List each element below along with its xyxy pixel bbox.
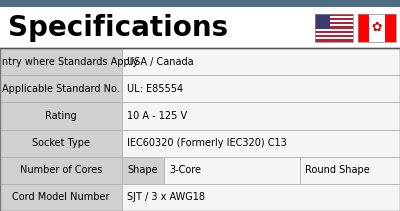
Bar: [315, 35, 353, 37]
Bar: [122, 157, 164, 184]
Bar: [0, 0, 400, 7]
Text: Rating: Rating: [45, 111, 77, 121]
Bar: [0, 102, 122, 130]
Bar: [0, 130, 122, 157]
Text: USA / Canada: USA / Canada: [127, 57, 194, 67]
Bar: [315, 14, 353, 42]
Bar: [0, 48, 400, 211]
Bar: [315, 39, 353, 42]
Text: SJT / 3 x AWG18: SJT / 3 x AWG18: [127, 192, 205, 202]
Bar: [122, 48, 400, 75]
Bar: [315, 33, 353, 35]
Bar: [385, 14, 396, 42]
Bar: [122, 75, 400, 102]
Text: Applicable Standard No.: Applicable Standard No.: [2, 84, 120, 94]
Bar: [315, 18, 353, 20]
Bar: [164, 157, 300, 184]
Bar: [122, 184, 400, 211]
Bar: [300, 157, 400, 184]
Text: Shape: Shape: [128, 165, 158, 175]
Bar: [315, 31, 353, 33]
Bar: [0, 7, 400, 48]
Bar: [358, 14, 396, 42]
Bar: [122, 102, 400, 130]
Text: 3-Core: 3-Core: [169, 165, 201, 175]
Text: Number of Cores: Number of Cores: [20, 165, 102, 175]
Bar: [0, 48, 122, 75]
Bar: [315, 37, 353, 39]
Bar: [315, 24, 353, 26]
Bar: [315, 26, 353, 28]
Text: ✿: ✿: [372, 21, 382, 34]
Bar: [0, 157, 122, 184]
Bar: [315, 16, 353, 18]
Bar: [358, 14, 396, 42]
Text: Country where Standards Apply: Country where Standards Apply: [0, 57, 139, 67]
Bar: [315, 22, 353, 24]
Text: IEC60320 (Formerly IEC320) C13: IEC60320 (Formerly IEC320) C13: [127, 138, 287, 148]
Text: Round Shape: Round Shape: [305, 165, 370, 175]
Bar: [0, 184, 122, 211]
Bar: [315, 28, 353, 31]
Bar: [358, 14, 369, 42]
Text: Specifications: Specifications: [8, 14, 228, 42]
Bar: [122, 130, 400, 157]
Bar: [315, 20, 353, 22]
Text: UL: E85554: UL: E85554: [127, 84, 183, 94]
Bar: [0, 75, 122, 102]
Text: Socket Type: Socket Type: [32, 138, 90, 148]
Text: 10 A - 125 V: 10 A - 125 V: [127, 111, 187, 121]
Text: Cord Model Number: Cord Model Number: [12, 192, 110, 202]
Bar: [315, 14, 330, 28]
Bar: [315, 14, 353, 16]
